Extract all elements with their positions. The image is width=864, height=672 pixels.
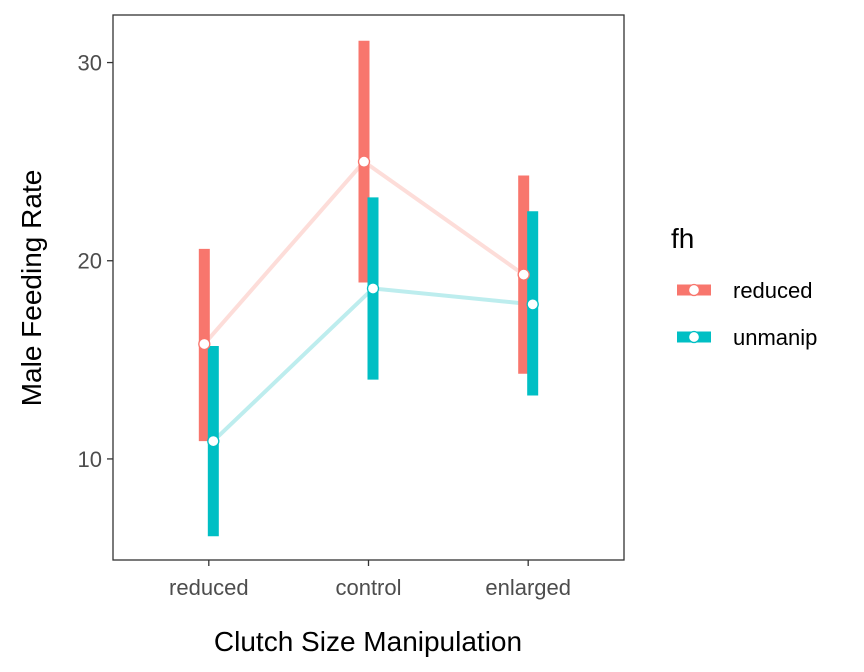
x-axis-title: Clutch Size Manipulation (214, 626, 522, 657)
legend-label-unmanip: unmanip (733, 325, 817, 350)
x-tick-label-enlarged: enlarged (485, 575, 571, 600)
legend-title: fh (671, 223, 694, 254)
point-reduced-control (357, 155, 371, 168)
point-reduced-reduced (198, 337, 211, 351)
point-reduced-enlarged (517, 268, 530, 281)
legend-key-point-unmanip (687, 330, 701, 344)
y-tick-label-20: 20 (78, 249, 102, 274)
legend-label-reduced: reduced (733, 278, 813, 303)
point-unmanip-enlarged (526, 298, 539, 311)
y-tick-label-30: 30 (78, 51, 102, 76)
y-axis-title: Male Feeding Rate (16, 170, 47, 407)
y-tick-label-10: 10 (78, 447, 102, 472)
legend: fh reduced unmanip (671, 223, 817, 350)
point-unmanip-reduced (207, 434, 220, 448)
point-unmanip-control (366, 282, 380, 295)
axes: 10 20 30 reduced control enlarged (78, 14, 625, 600)
x-tick-label-reduced: reduced (169, 575, 249, 600)
x-tick-label-control: control (335, 575, 401, 600)
legend-key-point-reduced (687, 283, 701, 297)
chart-marks (198, 40, 539, 537)
